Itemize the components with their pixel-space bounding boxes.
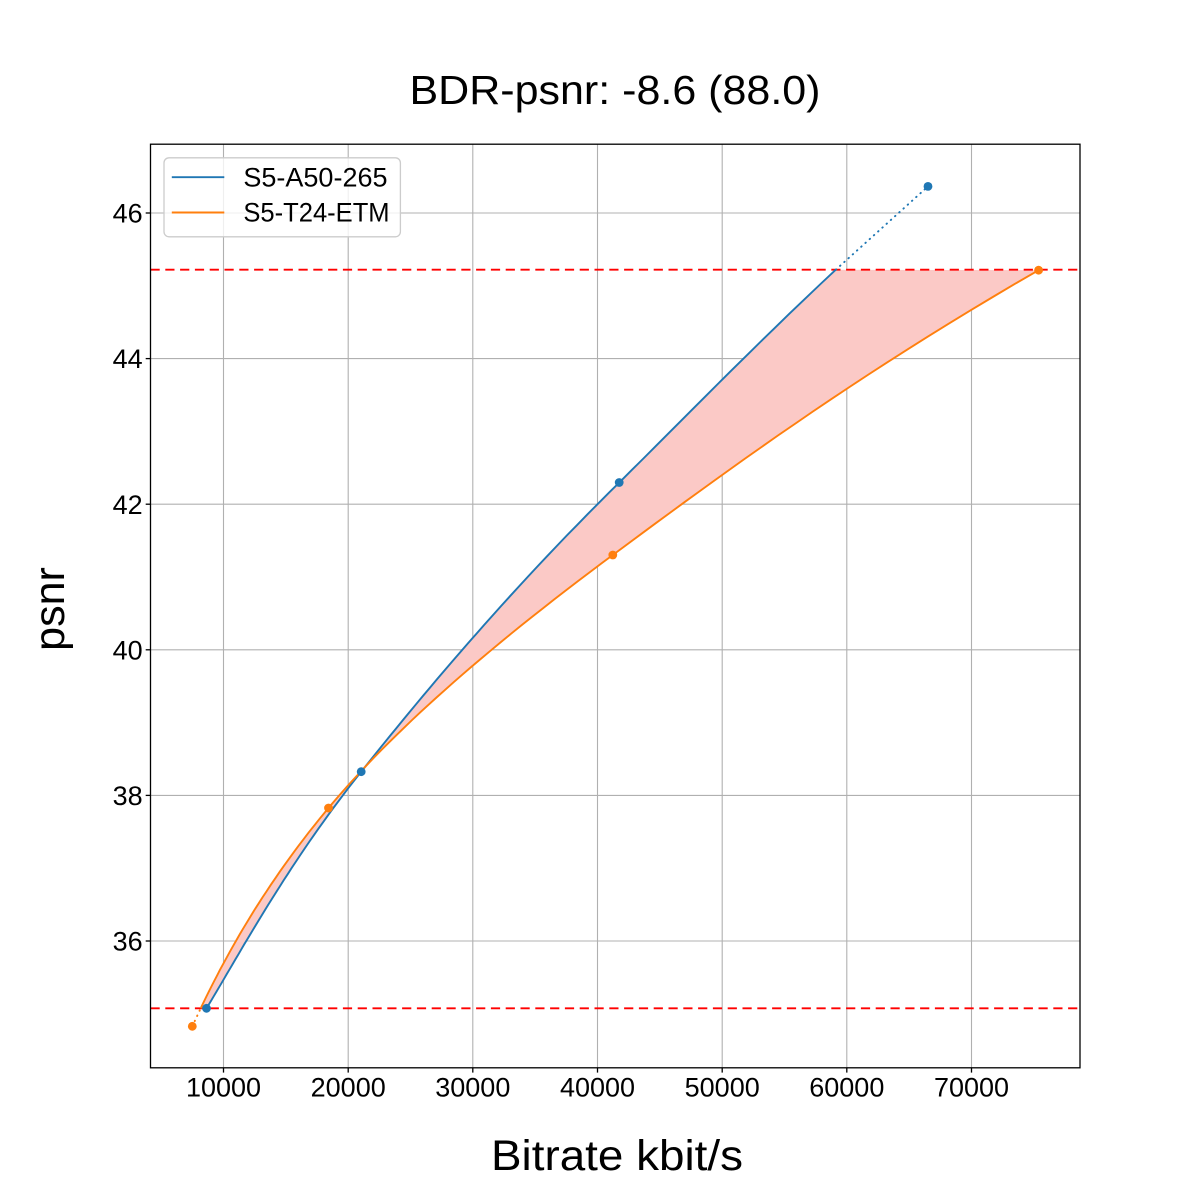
svg-text:36: 36 — [113, 927, 143, 957]
svg-text:S5-A50-265: S5-A50-265 — [243, 163, 387, 193]
svg-text:60000: 60000 — [809, 1073, 884, 1103]
svg-text:38: 38 — [113, 781, 143, 811]
svg-text:S5-T24-ETM: S5-T24-ETM — [243, 198, 389, 228]
svg-text:psnr: psnr — [26, 567, 74, 651]
svg-text:30000: 30000 — [435, 1073, 510, 1103]
svg-text:10000: 10000 — [186, 1073, 261, 1103]
svg-text:46: 46 — [113, 199, 143, 229]
svg-text:40000: 40000 — [560, 1073, 635, 1103]
svg-text:BDR-psnr: -8.6 (88.0): BDR-psnr: -8.6 (88.0) — [410, 67, 821, 113]
svg-text:Bitrate kbit/s: Bitrate kbit/s — [491, 1133, 743, 1180]
svg-text:42: 42 — [113, 490, 143, 520]
svg-text:70000: 70000 — [934, 1073, 1009, 1103]
svg-text:20000: 20000 — [311, 1073, 386, 1103]
svg-text:40: 40 — [113, 635, 143, 665]
svg-text:50000: 50000 — [685, 1073, 760, 1103]
svg-text:44: 44 — [113, 344, 143, 374]
